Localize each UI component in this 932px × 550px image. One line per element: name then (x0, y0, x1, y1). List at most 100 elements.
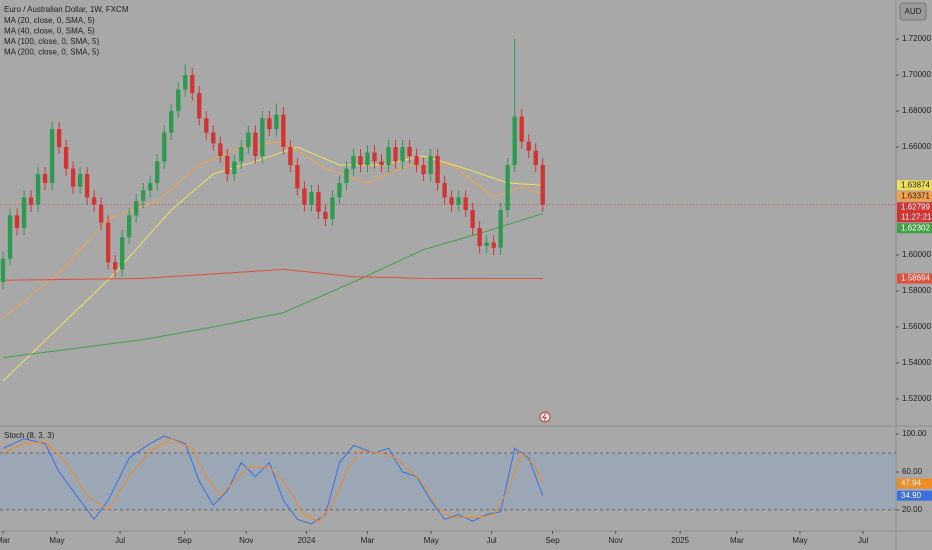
candle-body (505, 165, 510, 211)
candle-body (442, 183, 447, 198)
stoch-tick-label: 100.00 (902, 429, 927, 438)
candle-body (302, 188, 307, 205)
time-tick-label: May (424, 536, 439, 545)
event-icon-bolt (542, 412, 547, 422)
moving-average (2, 268, 543, 281)
candle-body (393, 147, 398, 162)
candle-body (337, 183, 342, 198)
candle-body (225, 156, 230, 175)
candle-body (449, 197, 454, 205)
candle-body (358, 156, 363, 166)
stoch-value-bg (897, 490, 932, 501)
candle-body (526, 141, 531, 151)
candle-body (56, 129, 62, 148)
candle-body (155, 161, 160, 184)
ma-price-label-bg (897, 223, 932, 234)
candle-body (260, 118, 265, 157)
candle-body (386, 147, 391, 166)
time-tick-label: Nov (239, 536, 253, 545)
candle-body (35, 174, 41, 205)
candle-body (463, 197, 468, 211)
candle-body (218, 143, 223, 157)
time-tick-label: May (49, 536, 64, 545)
candle-body (176, 89, 181, 112)
candle-body (456, 197, 461, 205)
ma-price-label: 1.58694 (901, 274, 930, 283)
candle-body (162, 132, 167, 162)
time-tick-label: Sep (177, 536, 192, 545)
currency-button[interactable] (899, 2, 927, 21)
price-tick-label: 1.54000 (902, 358, 931, 367)
price-tick-label: 1.70000 (902, 70, 931, 79)
time-tick-label: 2024 (298, 536, 316, 545)
candle-body (533, 150, 538, 166)
candle-body (91, 197, 97, 205)
candle-body (470, 210, 475, 229)
ma-price-label-bg (897, 180, 932, 191)
candle-body (421, 165, 426, 175)
candle-body (372, 152, 377, 162)
candle-body (28, 197, 34, 205)
candle-body (330, 197, 335, 220)
candle-body (484, 242, 489, 247)
candle-body (400, 147, 405, 162)
currency-label[interactable]: AUD (905, 7, 922, 16)
candle-body (119, 237, 125, 270)
candle-body (42, 174, 48, 184)
time-tick-label: May (792, 536, 807, 545)
candle-body (365, 152, 370, 166)
candle-body (267, 118, 272, 130)
time-tick-label: Sep (545, 536, 560, 545)
price-tick-label: 1.68000 (902, 106, 931, 115)
time-tick-label: Jul (486, 536, 496, 545)
candle-body (148, 183, 153, 191)
candle-body (316, 192, 321, 212)
last-price-label: 1.62799 (901, 202, 930, 211)
candle-body (204, 118, 209, 133)
stoch-line (2, 435, 544, 525)
candle-body (190, 75, 195, 94)
stoch-band (0, 453, 896, 510)
candle-body (281, 114, 286, 148)
candle-body (14, 215, 20, 229)
candle-body (63, 147, 69, 169)
candle-body (435, 156, 440, 184)
candle-body (498, 210, 503, 248)
time-tick-label: Mar (0, 536, 10, 545)
price-tick-label: 1.72000 (902, 34, 931, 43)
price-tick-label: 1.60000 (902, 250, 931, 259)
candle-body (0, 258, 6, 283)
legend-entry: MA (40, close, 0, SMA, 5) (4, 27, 95, 36)
time-tick-label: Mar (361, 536, 375, 545)
candle-body (309, 192, 314, 205)
candle-body (428, 156, 433, 175)
candle-body (169, 111, 174, 133)
candle-body (239, 147, 244, 162)
candle-body (211, 132, 216, 144)
candle-body (512, 116, 517, 166)
time-tick-label: 2025 (671, 536, 689, 545)
candle-body (477, 228, 482, 247)
candle-body (351, 156, 356, 169)
stoch-tick-label: 60.00 (902, 467, 923, 476)
candle-body (295, 165, 300, 189)
price-tick-label: 1.52000 (902, 394, 931, 403)
legend-entry: MA (100, close, 0, SMA, 5) (4, 37, 99, 46)
candle-body (519, 116, 524, 142)
stoch-title: Stoch (8, 3, 3) (4, 431, 55, 440)
price-tick-label: 1.56000 (902, 322, 931, 331)
candle-body (98, 204, 104, 223)
candle-body (407, 147, 412, 157)
moving-average (2, 213, 543, 359)
candle-body (540, 165, 545, 205)
time-tick-label: Jul (115, 536, 125, 545)
candle-body (253, 132, 258, 157)
legend-entry: MA (200, close, 0, SMA, 5) (4, 48, 99, 57)
candle-body (379, 161, 384, 166)
candle-body (77, 174, 83, 187)
stoch-value-label: 47.94 (901, 478, 922, 487)
chart-title: Euro / Australian Dollar, 1W, FXCM (4, 5, 129, 14)
candle-body (127, 215, 132, 238)
